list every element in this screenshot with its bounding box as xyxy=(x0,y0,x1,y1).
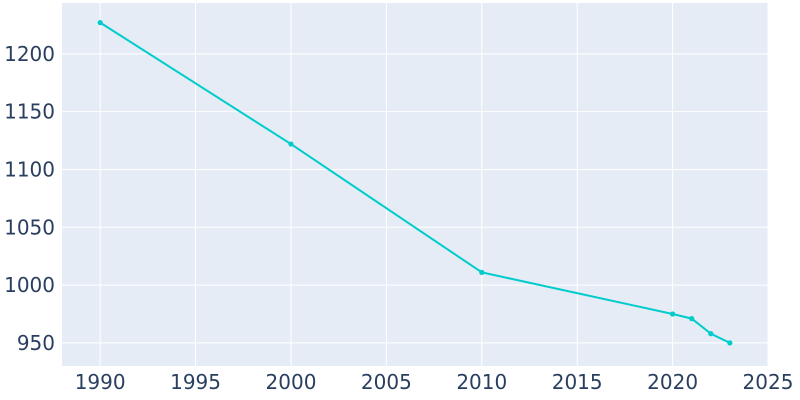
data-point xyxy=(708,331,714,337)
x-tick-label: 2015 xyxy=(552,370,603,394)
y-tick-label: 1050 xyxy=(4,215,55,239)
x-tick-label: 2025 xyxy=(743,370,794,394)
x-tick-label: 1995 xyxy=(170,370,221,394)
plot-background xyxy=(62,3,768,366)
x-tick-label: 2000 xyxy=(266,370,317,394)
y-tick-label: 1150 xyxy=(4,100,55,124)
data-point xyxy=(479,269,485,275)
y-axis-ticks: 950 1000 1050 1100 1150 1200 xyxy=(4,42,55,355)
y-tick-label: 1100 xyxy=(4,157,55,181)
data-point xyxy=(97,20,103,26)
data-point xyxy=(727,340,733,346)
data-point xyxy=(669,311,676,317)
x-tick-label: 1990 xyxy=(75,370,126,394)
data-point xyxy=(288,141,294,147)
x-tick-label: 2005 xyxy=(361,370,412,394)
x-tick-label: 2010 xyxy=(456,370,507,394)
x-tick-label: 2020 xyxy=(647,370,698,394)
y-tick-label: 1200 xyxy=(4,42,55,66)
y-tick-label: 1000 xyxy=(4,273,55,297)
x-axis-ticks: 1990 1995 2000 2005 2010 2015 2020 2025 xyxy=(75,370,794,394)
y-tick-label: 950 xyxy=(17,331,55,355)
series-group xyxy=(97,20,733,346)
data-point xyxy=(689,316,695,322)
